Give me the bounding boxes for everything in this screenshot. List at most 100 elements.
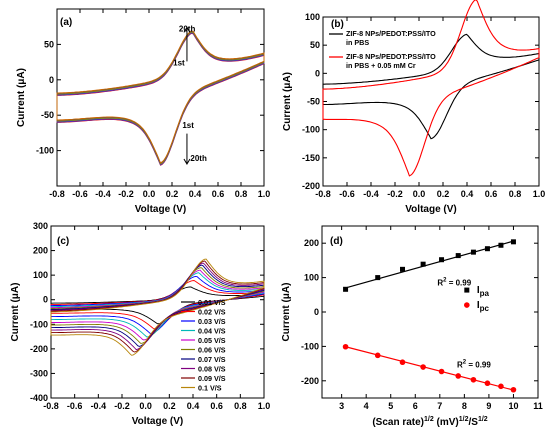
cv-curve xyxy=(50,262,265,351)
x-tick-label: 9 xyxy=(486,401,491,411)
cycle-annotation: 1st xyxy=(173,59,185,68)
cv-curve xyxy=(50,260,265,353)
y-tick-label: 50 xyxy=(310,40,320,50)
data-point-circle xyxy=(484,380,491,387)
x-tick-label: 0.8 xyxy=(234,401,247,411)
legend-entry-text: 0.05 V/S xyxy=(198,336,226,345)
y-tick-label: -200 xyxy=(301,376,319,386)
r-squared-label: R2 = 0.99 xyxy=(437,278,471,288)
legend-entry-text: 0.07 V/S xyxy=(198,355,226,364)
x-label-part: (mV) xyxy=(434,417,459,428)
cv-curve xyxy=(50,267,265,344)
data-point-circle xyxy=(510,386,517,393)
y-tick-label: -100 xyxy=(36,146,54,156)
x-tick-label: 3 xyxy=(339,401,344,411)
plot-frame xyxy=(321,225,539,399)
x-tick-label: -0.4 xyxy=(363,189,379,199)
x-label-part: /S xyxy=(468,417,478,428)
x-tick-label: -0.6 xyxy=(67,401,83,411)
y-tick-label: 200 xyxy=(304,238,319,248)
legend-entry-text: in PBS xyxy=(346,38,369,47)
data-point-square xyxy=(400,266,406,272)
y-tick-label: -100 xyxy=(30,319,48,329)
legend-entry-text: 0.06 V/S xyxy=(198,346,226,355)
x-tick-label: -0.2 xyxy=(387,189,403,199)
x-tick-label: -0.6 xyxy=(72,189,88,199)
cycle-annotation: 20th xyxy=(190,154,207,163)
data-point-square xyxy=(484,246,490,252)
y-tick-label: 0 xyxy=(49,75,54,85)
x-tick-label: -0.8 xyxy=(43,401,59,411)
data-point-circle xyxy=(438,368,445,375)
cv-curve xyxy=(50,269,265,341)
y-tick-label: -50 xyxy=(307,97,320,107)
y-tick-label: 0 xyxy=(314,307,319,317)
arrow-head xyxy=(183,26,191,33)
cv-curve xyxy=(56,30,265,164)
x-tick-label: -0.4 xyxy=(95,189,111,199)
panel-d: 3 4 5 6 7 8 9 10 11 -200 -100 0 100 200 Current (μA) (d… xyxy=(281,225,543,428)
y-tick-label: -400 xyxy=(30,393,48,403)
legend-entry-text: 0.02 V/S xyxy=(198,308,226,317)
cv-curve xyxy=(56,30,265,164)
legend-entry-text: 0.01 V/S xyxy=(198,298,226,307)
legend-sub: pa xyxy=(480,289,490,298)
data-point-square xyxy=(498,242,504,248)
legend-entry-text: ZIF-8 NPs/PEDOT:PSS/ITO xyxy=(346,52,436,61)
y-tick-label: -50 xyxy=(41,110,54,120)
cv-curve xyxy=(50,258,265,356)
x-tick-label: 11 xyxy=(533,401,543,411)
y-axis-label: Current (μA) xyxy=(16,68,27,127)
cv-curve-2 xyxy=(322,0,540,177)
cv-curve xyxy=(50,264,265,347)
x-axis-label: Voltage (V) xyxy=(135,204,186,215)
y-tick-label: -300 xyxy=(30,368,48,378)
legend-marker-square xyxy=(464,287,470,293)
arrow-head xyxy=(183,158,191,166)
y-tick-label: 300 xyxy=(33,221,48,231)
panel-label: (a) xyxy=(60,17,72,28)
legend-entry-text: in PBS + 0.05 mM Cr xyxy=(346,61,416,70)
data-point-square xyxy=(375,275,381,281)
x-tick-label: 1.0 xyxy=(533,189,546,199)
x-tick-label: 0.6 xyxy=(210,401,223,411)
x-label-part: (Scan rate) xyxy=(372,417,424,428)
panel-c: -0.8 -0.6 -0.4 -0.2 0.0 0.2 0.4 0.6 0.8 1.0 -400 -3… xyxy=(10,221,270,427)
y-tick-label: 0 xyxy=(315,68,320,78)
y-tick-label: -200 xyxy=(302,181,320,191)
cv-curve xyxy=(56,32,265,166)
legend-entry-text: Ipa xyxy=(477,285,490,298)
legend-entry-text: ZIF-8 NPs/PEDOT:PSS/ITO xyxy=(346,29,436,38)
x-tick-label: 1.0 xyxy=(258,189,271,199)
x-tick-label: -0.2 xyxy=(118,189,134,199)
x-axis-label: (Scan rate)1/2 (mV)1/2/S1/2 xyxy=(372,416,487,428)
r2-base: R xyxy=(437,279,443,288)
x-tick-label: 0.8 xyxy=(235,189,248,199)
y-tick-label: -100 xyxy=(302,125,320,135)
data-point-square xyxy=(343,286,349,292)
x-tick-label: 0.4 xyxy=(461,189,474,199)
cv-curve xyxy=(50,286,265,325)
legend-entry-text: Ipc xyxy=(477,300,490,313)
legend-entry-text: 0.04 V/S xyxy=(198,327,226,336)
y-tick-label: -200 xyxy=(30,344,48,354)
x-label-superscript: 1/2 xyxy=(459,416,469,423)
x-tick-label: 0.2 xyxy=(163,401,176,411)
panel-label: (d) xyxy=(330,236,343,247)
y-tick-label: 100 xyxy=(304,273,319,283)
legend-entry-text: 0.03 V/S xyxy=(198,317,226,326)
x-label-superscript: 1/2 xyxy=(424,416,434,423)
data-point-circle xyxy=(399,359,406,366)
y-tick-label: 100 xyxy=(33,270,48,280)
plot-frame xyxy=(50,225,265,399)
x-tick-label: 0.4 xyxy=(187,401,200,411)
data-point-circle xyxy=(374,352,381,359)
data-point-square xyxy=(455,253,461,259)
y-tick-label: 200 xyxy=(33,246,48,256)
legend-entry-text: 0.08 V/S xyxy=(198,365,226,374)
panel-b: -0.8 -0.6 -0.4 -0.2 0.0 0.2 0.4 0.6 0.8 1.0 -200 -1… xyxy=(282,0,545,215)
x-tick-label: 0.6 xyxy=(212,189,225,199)
data-point-circle xyxy=(470,376,477,383)
legend-main: I xyxy=(477,300,480,311)
y-tick-label: -150 xyxy=(302,153,320,163)
